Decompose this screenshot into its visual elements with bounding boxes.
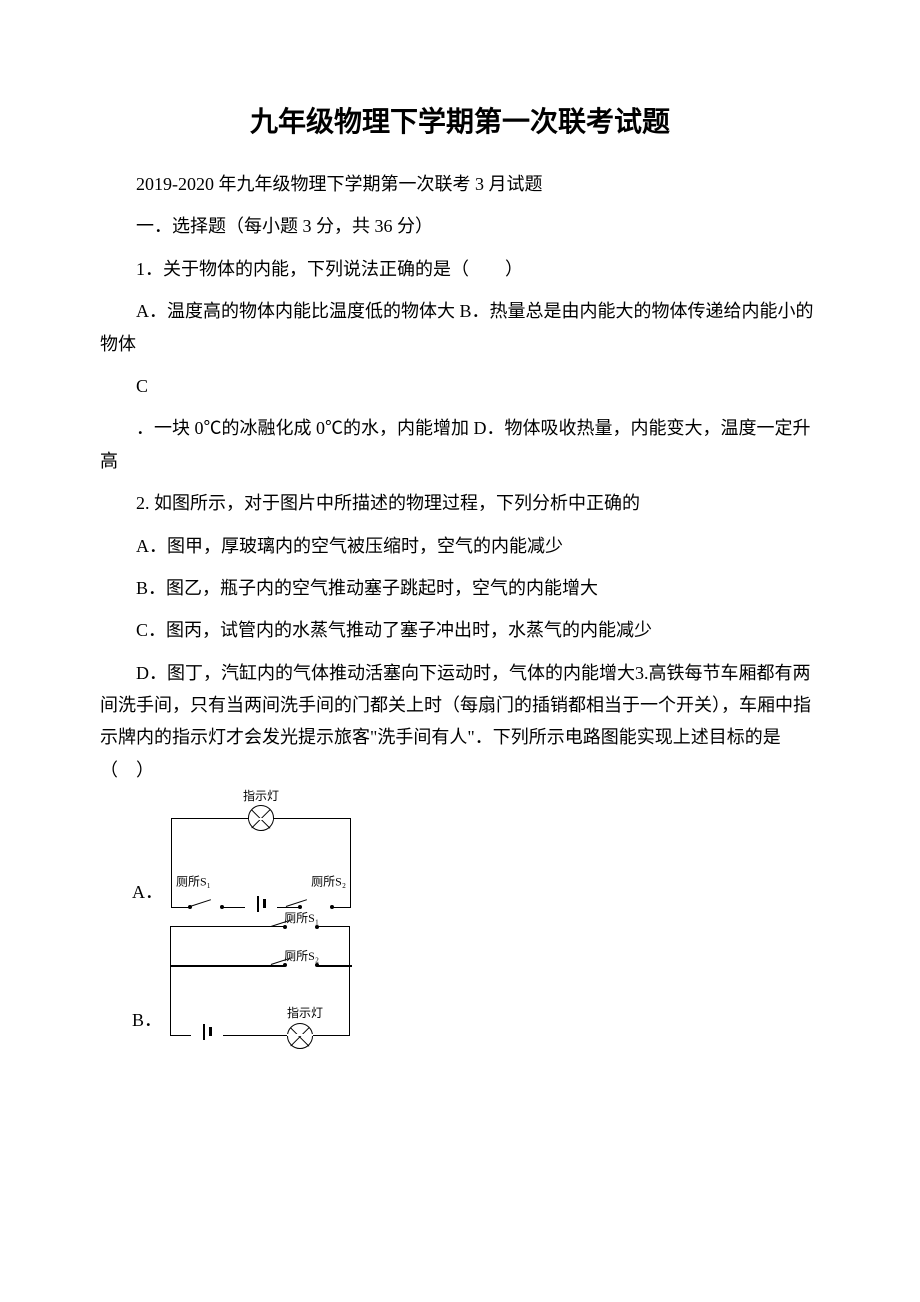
- q1-ab-text: A．温度高的物体内能比温度低的物体大 B．热量总是由内能大的物体传递给内能小的物…: [100, 295, 820, 360]
- s2-label: 厕所S₂: [311, 873, 346, 890]
- q1-stem: 1．关于物体的内能，下列说法正确的是（ ）: [100, 253, 820, 285]
- q1-cd-text: ．一块 0℃的冰融化成 0℃的水，内能增加 D．物体吸收热量，内能变大，温度一定…: [100, 412, 820, 477]
- q1-c-letter: C: [100, 370, 820, 402]
- lamp-label-b: 指示灯: [287, 1004, 323, 1021]
- q3-option-a: A． 指示灯 厕所S₁ 厕所S₂: [132, 800, 820, 908]
- q3-option-b-letter: B．: [132, 1006, 162, 1036]
- lamp-icon-b: [287, 1023, 313, 1049]
- lamp-label: 指示灯: [243, 787, 279, 804]
- q3-option-b: B． 厕所S₁ 厕所S₂ 指示灯: [132, 922, 820, 1036]
- q2-stem: 2. 如图所示，对于图片中所描述的物理过程，下列分析中正确的: [100, 487, 820, 519]
- q1-ab: A．温度高的物体内能比温度低的物体大 B．热量总是由内能大的物体传递给内能小的物…: [100, 295, 820, 360]
- q2-b: B．图乙，瓶子内的空气推动塞子跳起时，空气的内能增大: [100, 572, 820, 604]
- s1-label: 厕所S₁: [176, 873, 211, 890]
- q2-d-q3: D．图丁，汽缸内的气体推动活塞向下运动时，气体的内能增大3.高铁每节车厢都有两间…: [100, 657, 820, 787]
- circuit-diagram-b: 厕所S₁ 厕所S₂ 指示灯: [170, 926, 350, 1036]
- s2-label-b: 厕所S₂: [284, 947, 319, 964]
- battery-icon-b: [193, 1020, 221, 1036]
- q1-cd: ．一块 0℃的冰融化成 0℃的水，内能增加 D．物体吸收热量，内能变大，温度一定…: [100, 412, 820, 477]
- page-title: 九年级物理下学期第一次联考试题: [100, 100, 820, 140]
- q2-a: A．图甲，厚玻璃内的空气被压缩时，空气的内能减少: [100, 530, 820, 562]
- q2-c-text: C．图丙，试管内的水蒸气推动了塞子冲出时，水蒸气的内能减少: [100, 614, 820, 646]
- q3-option-a-letter: A．: [132, 878, 163, 908]
- q2-d-q3-text: D．图丁，汽缸内的气体推动活塞向下运动时，气体的内能增大3.高铁每节车厢都有两间…: [100, 657, 820, 787]
- subtitle: 2019-2020 年九年级物理下学期第一次联考 3 月试题: [100, 168, 820, 200]
- q2-c: C．图丙，试管内的水蒸气推动了塞子冲出时，水蒸气的内能减少: [100, 614, 820, 646]
- s1-label-b: 厕所S₁: [284, 909, 319, 926]
- circuit-diagram-a: 指示灯 厕所S₁ 厕所S₂: [171, 818, 351, 908]
- section-heading: 一．选择题（每小题 3 分，共 36 分）: [100, 210, 820, 242]
- battery-icon: [247, 892, 275, 908]
